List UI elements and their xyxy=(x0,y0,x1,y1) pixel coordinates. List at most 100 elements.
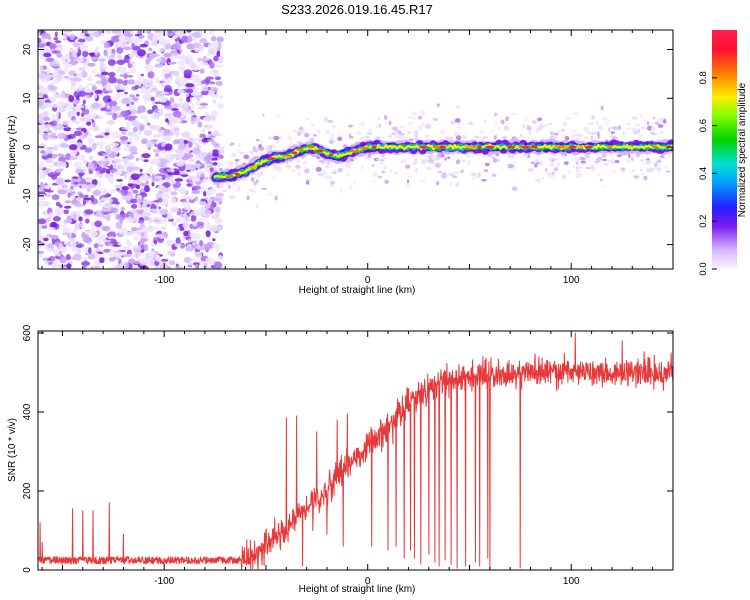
spectrogram-noise-cell xyxy=(203,191,207,197)
spectrogram-noise-cell xyxy=(46,217,51,222)
spectrogram-noise-cell xyxy=(399,125,405,129)
spectrogram-noise-cell xyxy=(164,143,173,151)
spectrogram-noise-cell xyxy=(453,170,460,175)
spectrogram-y-tick-label: 20 xyxy=(22,44,33,56)
spectrogram-noise-cell xyxy=(124,143,131,148)
spectrogram-noise-cell xyxy=(104,109,112,112)
spectrogram-noise-cell xyxy=(192,37,198,42)
spectrogram-noise-cell xyxy=(126,166,134,173)
spectrogram-noise-cell xyxy=(101,71,109,76)
spectrogram-noise-cell xyxy=(53,49,58,54)
spectrogram-noise-cell xyxy=(323,159,329,165)
spectrogram-noise-cell xyxy=(205,114,213,122)
spectrogram-noise-cell xyxy=(292,129,297,133)
spectrogram-noise-cell xyxy=(274,195,278,201)
spectrogram-noise-cell xyxy=(206,125,211,130)
spectrogram-noise-cell xyxy=(87,183,96,188)
spectrogram-noise-cell xyxy=(155,254,161,262)
spectrogram-noise-cell xyxy=(41,225,48,229)
spectrogram-noise-cell xyxy=(535,129,540,133)
spectrogram-noise-cell xyxy=(230,195,235,199)
spectrogram-noise-cell xyxy=(49,164,54,168)
spectrogram-noise-cell xyxy=(527,131,532,135)
spectrogram-noise-cell xyxy=(53,144,59,151)
spectrogram-noise-cell xyxy=(197,121,203,128)
spectrogram-noise-cell xyxy=(199,38,208,44)
spectrogram-noise-cell xyxy=(667,153,670,158)
spectrogram-noise-cell xyxy=(83,264,87,269)
spectrogram-noise-cell xyxy=(143,244,149,252)
spectrogram-noise-cell xyxy=(64,205,72,209)
spectrogram-noise-cell xyxy=(111,131,121,139)
spectrogram-noise-cell xyxy=(494,112,497,117)
spectrogram-noise-cell xyxy=(136,209,145,214)
spectrogram-noise-cell xyxy=(172,139,180,145)
spectrogram-noise-cell xyxy=(159,208,169,216)
spectrogram-noise-cell xyxy=(183,256,191,264)
spectrogram-noise-cell xyxy=(72,228,78,235)
spectrogram-noise-cell xyxy=(551,135,559,140)
spectrogram-noise-cell xyxy=(551,171,556,175)
spectrogram-peak-spot xyxy=(477,145,482,149)
spectrogram-noise-cell xyxy=(69,150,77,157)
spectrogram-peak-spot xyxy=(432,145,441,149)
spectrogram-noise-cell xyxy=(406,179,410,183)
spectrogram-peak-spot xyxy=(652,145,659,149)
spectrogram-noise-cell xyxy=(90,231,99,237)
spectrogram-noise-cell xyxy=(188,116,192,122)
spectrogram-noise-cell xyxy=(123,56,130,64)
spectrogram-noise-cell xyxy=(99,170,105,174)
spectrogram-noise-cell xyxy=(556,162,561,167)
spectrogram-noise-cell xyxy=(123,79,129,84)
spectrogram-noise-cell xyxy=(243,154,250,159)
spectrogram-noise-cell xyxy=(237,149,240,154)
spectrogram-noise-cell xyxy=(272,163,276,167)
spectrogram-peak-spot xyxy=(578,145,583,149)
spectrogram-noise-cell xyxy=(348,133,352,138)
spectrogram-noise-cell xyxy=(87,162,96,170)
spectrogram-noise-cell xyxy=(379,162,386,165)
spectrogram-noise-cell xyxy=(472,176,476,180)
spectrogram-noise-cell xyxy=(538,160,543,166)
spectrogram-noise-cell xyxy=(176,160,185,167)
spectrogram-noise-cell xyxy=(90,221,96,228)
spectrogram-noise-cell xyxy=(210,197,215,202)
spectrogram-noise-cell xyxy=(147,109,154,115)
spectrogram-noise-cell xyxy=(181,203,190,207)
spectrogram-noise-cell xyxy=(92,125,100,132)
spectrogram-noise-cell xyxy=(128,258,136,264)
spectrogram-noise-cell xyxy=(65,101,70,104)
spectrogram-noise-cell xyxy=(545,168,548,173)
spectrogram-noise-cell xyxy=(124,91,129,95)
spectrogram-noise-cell xyxy=(322,170,326,175)
spectrogram-noise-cell xyxy=(38,149,41,154)
spectrogram-noise-cell xyxy=(290,169,296,173)
spectrogram-noise-cell xyxy=(122,40,127,47)
spectrogram-noise-cell xyxy=(160,226,167,230)
spectrogram-noise-cell xyxy=(149,52,157,58)
spectrogram-noise-cell xyxy=(211,94,216,99)
spectrogram-noise-cell xyxy=(136,198,144,204)
spectrogram-noise-cell xyxy=(116,66,124,74)
spectrogram-frame xyxy=(37,29,674,270)
spectrogram-noise-cell xyxy=(601,153,607,158)
spectrogram-noise-cell xyxy=(154,239,158,245)
spectrogram-noise-cell xyxy=(77,104,85,109)
spectrogram-noise-cell xyxy=(408,122,414,125)
spectrogram-noise-cell xyxy=(610,159,616,165)
spectrogram-noise-cell xyxy=(71,246,79,252)
spectrogram-noise-cell xyxy=(116,78,123,84)
spectrogram-noise-cell xyxy=(262,113,265,118)
spectrogram-noise-cell xyxy=(106,168,111,175)
spectrogram-noise-cell xyxy=(132,189,139,194)
spectrogram-noise-cell xyxy=(553,167,559,172)
spectrogram-noise-cell xyxy=(137,105,147,113)
spectrogram-noise-cell xyxy=(511,186,518,192)
spectrogram-noise-cell xyxy=(164,194,171,200)
spectrogram-noise-cell xyxy=(212,161,218,166)
spectrogram-noise-cell xyxy=(315,166,322,172)
spectrogram-noise-cell xyxy=(123,174,128,180)
spectrogram-noise-cell xyxy=(56,100,65,109)
spectrogram-noise-cell xyxy=(113,158,122,163)
spectrogram-noise-cell xyxy=(169,176,174,185)
